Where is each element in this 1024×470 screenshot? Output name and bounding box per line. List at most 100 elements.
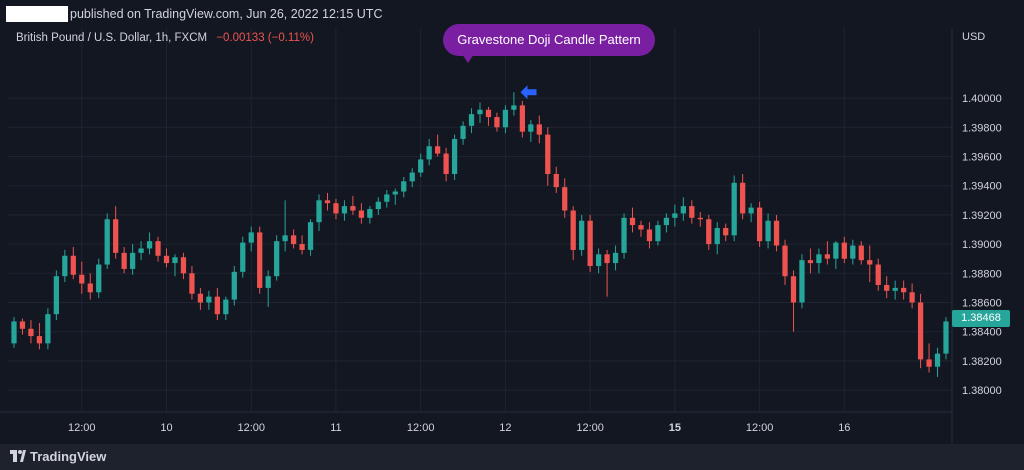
candle-body [519,105,525,132]
time-tick-label: 12 [499,422,511,434]
candle-body [485,109,492,118]
candle-body [189,273,195,294]
candle-body [562,187,568,211]
candle-body [680,206,686,214]
candle-body [79,274,85,284]
candle-body [553,174,559,188]
candle-body [892,287,898,291]
candle-body [282,235,288,242]
candle-body [138,248,144,253]
candle-body [299,244,305,250]
candle-body [604,254,610,264]
candle-body [180,257,187,274]
time-axis: 12:00 10 12:00 11 12:00 12 12:00 15 12:00 16 [68,422,850,434]
candle-body [672,213,678,218]
candle-body [324,200,331,204]
current-price-badge: 1.38468 [952,310,1010,327]
candle-body [646,229,653,242]
price-tick-label: 1.38800 [962,268,1002,280]
candle-body [435,146,441,154]
candle-body [833,242,839,259]
candle-body [748,207,754,214]
footer-bar: TradingView [0,444,1024,470]
candle-body [595,254,602,266]
candle-body [621,217,627,253]
time-tick-label: 12:00 [407,422,435,434]
candle-body [782,245,788,277]
chart-grid [0,28,953,444]
candlestick-chart[interactable]: 1.40000 1.39800 1.39600 1.39400 1.39200 1.390… [0,28,1024,444]
candle-body [816,254,822,264]
candle-body [723,228,729,236]
candle-body [697,217,703,220]
currency-label: USD [962,31,986,43]
candle-body [11,321,17,344]
candle-body [62,255,68,277]
time-tick-label: 11 [330,422,341,434]
top-bar: published on TradingView.com, Jun 26, 20… [0,0,1024,28]
candle-body [375,201,381,210]
candle-body [867,260,873,265]
candle-body [917,302,924,360]
candle-body [638,225,644,230]
candle-body [612,252,619,264]
price-tick-label: 1.39800 [962,122,1002,134]
candle-body [341,206,348,214]
price-tick-label: 1.39400 [962,181,1002,193]
symbol-change: −0.00133 (−0.11%) [216,32,314,44]
candle-body [19,321,26,329]
candle-body [689,206,695,218]
candle-body [858,245,864,261]
time-tick-label: 12:00 [237,422,265,434]
candle-body [706,219,712,245]
candle-body [70,255,76,275]
candle-body [307,222,314,250]
price-tick-label: 1.38400 [962,327,1002,339]
candle-body [773,220,780,246]
candle-body [265,276,271,288]
candle-body [451,138,458,175]
candle-body [96,264,102,293]
candle-body [384,194,390,202]
candle-body [350,206,356,211]
price-axis: 1.40000 1.39800 1.39600 1.39400 1.39200 1.390… [962,93,1002,397]
pattern-callout: Gravestone Doji Candle Pattern [443,24,655,56]
candle-body [155,241,161,256]
price-tick-label: 1.39000 [962,239,1002,251]
candle-body [528,124,534,132]
candle-body [426,146,432,160]
candle-body [113,219,119,253]
candle-body [790,276,797,303]
candle-body [104,219,110,265]
candle-body [943,321,949,354]
time-tick-label: 15 [669,422,681,434]
candle-body [223,299,229,315]
candle-body [926,359,932,367]
pattern-pointer [520,85,537,100]
candle-body [841,242,847,259]
symbol-name: British Pound / U.S. Dollar, 1h, FXCM [16,32,208,44]
price-tick-label: 1.39600 [962,151,1002,163]
candle-body [494,117,500,128]
candle-body [231,271,237,300]
time-tick-label: 16 [838,422,850,434]
candle-body [197,293,204,303]
candle-body [358,210,365,218]
candle-body [121,252,127,269]
callout-tail [462,54,474,63]
candle-body [460,125,466,139]
candle-body [146,241,153,249]
candle-body [799,260,805,303]
candle-body [536,124,542,135]
candle-body [163,255,170,264]
price-tick-label: 1.38600 [962,297,1002,309]
footer-brand: TradingView [30,449,107,464]
candle-body [477,109,483,115]
candle-body [545,134,551,175]
candle-body [392,191,398,195]
candle-body [663,217,670,226]
candle-body [206,296,212,303]
candle-body [579,220,585,250]
tradingview-logo-icon [10,450,26,462]
candle-body [45,314,51,344]
